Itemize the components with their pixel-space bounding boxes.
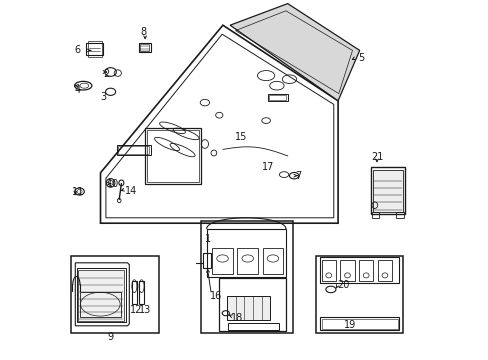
Bar [147, 130, 199, 182]
Text: 15: 15 [234, 132, 246, 142]
Text: 21: 21 [371, 152, 383, 162]
Bar [320, 257, 399, 283]
Bar [268, 95, 285, 100]
Bar [145, 128, 201, 184]
Bar [227, 296, 270, 320]
Text: 8: 8 [141, 27, 146, 37]
Bar [219, 278, 285, 331]
Bar [321, 319, 397, 329]
Text: 3: 3 [100, 92, 106, 102]
Bar [395, 212, 403, 218]
Bar [77, 268, 125, 322]
Bar [201, 221, 292, 333]
Bar [86, 43, 103, 55]
Text: 17: 17 [261, 162, 274, 172]
Polygon shape [230, 4, 359, 101]
Bar [71, 256, 159, 333]
Bar [140, 44, 149, 51]
Bar [340, 260, 354, 281]
Text: 19: 19 [343, 320, 355, 330]
Text: 18: 18 [230, 312, 243, 323]
Text: 11: 11 [72, 186, 84, 197]
Text: 12: 12 [129, 305, 142, 315]
Bar [78, 270, 124, 321]
Text: 1: 1 [205, 234, 211, 244]
Text: 7: 7 [294, 171, 301, 181]
Text: 5: 5 [357, 53, 364, 63]
Bar [358, 260, 373, 281]
Bar [132, 281, 137, 304]
Text: 20: 20 [337, 280, 349, 290]
Bar [316, 256, 402, 333]
Text: 13: 13 [139, 305, 151, 315]
Text: 10: 10 [107, 179, 119, 189]
Bar [118, 146, 149, 154]
Text: 4: 4 [75, 85, 81, 95]
Bar [237, 248, 258, 274]
Bar [267, 94, 287, 101]
Bar [371, 212, 379, 218]
Bar [80, 292, 121, 317]
Bar [139, 281, 144, 304]
Bar [377, 260, 391, 281]
Bar [203, 253, 211, 268]
Bar [370, 167, 405, 214]
Bar [139, 43, 151, 52]
Text: 16: 16 [210, 291, 222, 301]
Text: 6: 6 [75, 45, 81, 55]
Bar [117, 145, 151, 155]
Bar [88, 41, 102, 57]
Text: 9: 9 [107, 332, 113, 342]
Bar [262, 248, 283, 274]
Bar [228, 323, 278, 330]
Bar [206, 229, 285, 277]
Text: 2: 2 [103, 69, 109, 79]
Bar [321, 260, 335, 281]
Bar [373, 170, 402, 212]
Text: 14: 14 [125, 186, 137, 196]
Bar [320, 317, 399, 330]
Bar [212, 248, 232, 274]
